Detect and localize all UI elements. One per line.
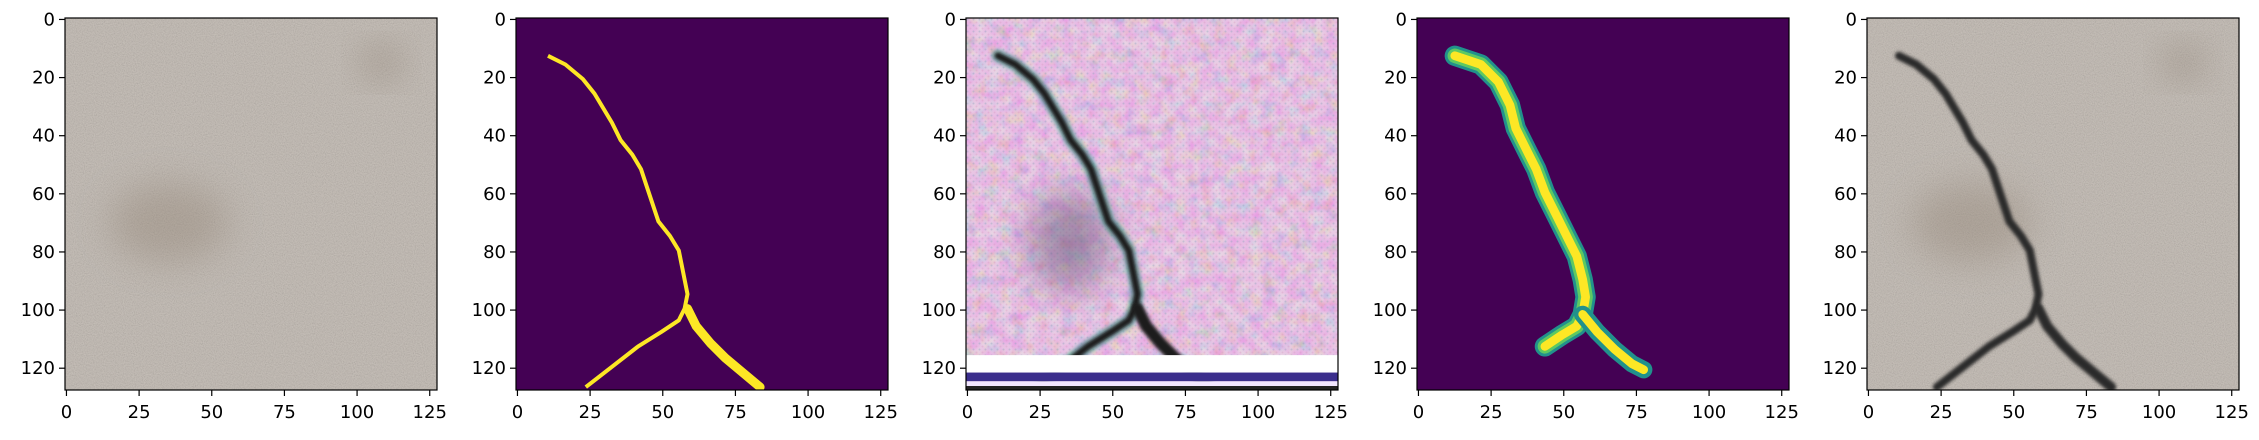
- x-tick-label: 25: [1029, 402, 1052, 423]
- y-tick-label: 40: [1834, 126, 1857, 147]
- synthesized-crack-image-panel-frame: [1866, 17, 2240, 391]
- y-tick-label: 0: [1846, 9, 1857, 30]
- y-tick-label: 20: [1834, 68, 1857, 89]
- crack-mask-panel: 0 25 50 75 100 125 0 20 40 60 80 100 120: [472, 9, 898, 423]
- x-tick-label: 25: [128, 402, 151, 423]
- x-tick-label: 0: [1863, 402, 1874, 423]
- x-tick-label: 100: [791, 402, 825, 423]
- generated-crack-image-panel-frame: [965, 17, 1339, 391]
- x-tick-label: 0: [1413, 402, 1424, 423]
- y-tick-label: 60: [483, 184, 506, 205]
- x-tick-label: 25: [1480, 402, 1503, 423]
- y-tick-label: 100: [1823, 300, 1857, 321]
- x-tick-label: 75: [1174, 402, 1197, 423]
- crack-mask-panel-image: [516, 18, 888, 390]
- crack-mask-panel-frame: [515, 17, 889, 391]
- y-tick-label: 80: [483, 242, 506, 263]
- x-tick-label: 50: [651, 402, 674, 423]
- x-tick-label: 0: [962, 402, 973, 423]
- predicted-crack-map-panel-image: [1417, 18, 1789, 390]
- predicted-crack-map-panel: 0 25 50 75 100 125 0 20 40 60 80 100 120: [1373, 9, 1799, 423]
- y-tick-label: 80: [1384, 242, 1407, 263]
- y-tick-label: 20: [933, 68, 956, 89]
- synthesized-crack-image-panel-image: [1867, 18, 2239, 390]
- x-tick-label: 125: [1314, 402, 1348, 423]
- concrete-texture-panel-frame: [64, 17, 438, 391]
- y-tick-label: 0: [44, 9, 55, 30]
- x-tick-label: 125: [1765, 402, 1799, 423]
- y-tick-label: 120: [922, 358, 956, 379]
- y-tick-label: 80: [1834, 242, 1857, 263]
- x-tick-label: 50: [1101, 402, 1124, 423]
- x-tick-label: 125: [2215, 402, 2249, 423]
- y-tick-label: 80: [32, 242, 55, 263]
- y-tick-label: 0: [1396, 9, 1407, 30]
- x-tick-label: 0: [512, 402, 523, 423]
- x-tick-label: 125: [864, 402, 898, 423]
- x-tick-label: 50: [1552, 402, 1575, 423]
- y-tick-label: 20: [1384, 68, 1407, 89]
- concrete-texture-panel: 0 25 50 75 100 125 0 20 40 60 80 100 120: [21, 9, 447, 423]
- x-tick-label: 100: [2142, 402, 2176, 423]
- x-tick-label: 75: [724, 402, 747, 423]
- y-tick-label: 120: [1373, 358, 1407, 379]
- x-tick-label: 25: [1930, 402, 1953, 423]
- x-tick-label: 75: [1625, 402, 1648, 423]
- generated-crack-image-panel-image: [966, 18, 1338, 390]
- y-tick-label: 120: [21, 358, 55, 379]
- predicted-crack-map-panel-frame: [1416, 17, 1790, 391]
- x-tick-label: 50: [2002, 402, 2025, 423]
- y-tick-label: 80: [933, 242, 956, 263]
- y-tick-label: 40: [933, 126, 956, 147]
- y-tick-label: 60: [32, 184, 55, 205]
- y-tick-label: 40: [1384, 126, 1407, 147]
- x-tick-label: 25: [579, 402, 602, 423]
- y-tick-label: 40: [32, 126, 55, 147]
- y-tick-label: 20: [483, 68, 506, 89]
- y-tick-label: 120: [1823, 358, 1857, 379]
- x-tick-label: 50: [200, 402, 223, 423]
- x-tick-label: 75: [273, 402, 296, 423]
- x-tick-label: 75: [2075, 402, 2098, 423]
- concrete-texture-panel-image: [65, 18, 437, 390]
- y-tick-label: 0: [495, 9, 506, 30]
- y-tick-label: 100: [922, 300, 956, 321]
- x-tick-label: 100: [340, 402, 374, 423]
- x-tick-label: 125: [413, 402, 447, 423]
- y-tick-label: 100: [21, 300, 55, 321]
- y-tick-label: 100: [1373, 300, 1407, 321]
- y-tick-label: 60: [933, 184, 956, 205]
- x-tick-label: 0: [61, 402, 72, 423]
- x-tick-label: 100: [1692, 402, 1726, 423]
- y-tick-label: 60: [1384, 184, 1407, 205]
- synthesized-crack-image-panel: 0 25 50 75 100 125 0 20 40 60 80 100 120: [1823, 9, 2249, 423]
- y-tick-label: 100: [472, 300, 506, 321]
- y-tick-label: 120: [472, 358, 506, 379]
- y-tick-label: 60: [1834, 184, 1857, 205]
- y-tick-label: 40: [483, 126, 506, 147]
- y-tick-label: 0: [945, 9, 956, 30]
- x-tick-label: 100: [1241, 402, 1275, 423]
- generated-crack-image-panel: 0 25 50 75 100 125 0 20 40 60 80 100 120: [922, 9, 1348, 423]
- y-tick-label: 20: [32, 68, 55, 89]
